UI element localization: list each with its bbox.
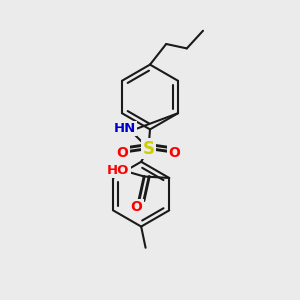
Text: O: O bbox=[169, 146, 180, 160]
Text: HO: HO bbox=[107, 164, 130, 176]
Text: O: O bbox=[130, 200, 142, 214]
Text: O: O bbox=[117, 146, 129, 160]
Text: S: S bbox=[142, 140, 154, 158]
Text: HN: HN bbox=[114, 122, 136, 135]
